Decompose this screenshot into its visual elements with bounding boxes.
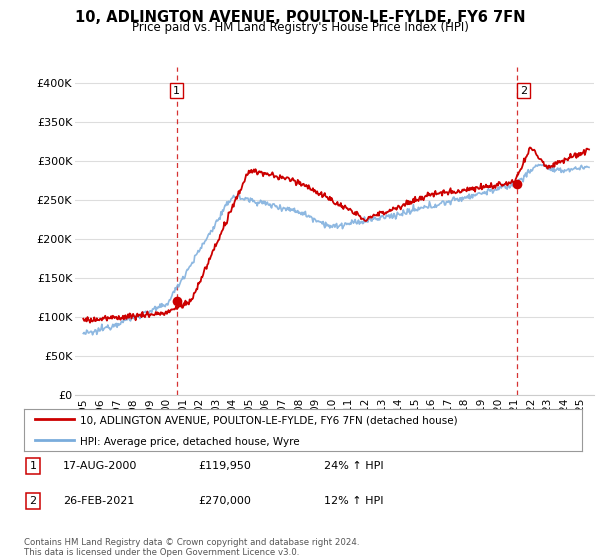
Text: 1: 1 <box>29 461 37 471</box>
Text: 2: 2 <box>29 496 37 506</box>
Text: 10, ADLINGTON AVENUE, POULTON-LE-FYLDE, FY6 7FN: 10, ADLINGTON AVENUE, POULTON-LE-FYLDE, … <box>75 10 525 25</box>
Text: 24% ↑ HPI: 24% ↑ HPI <box>324 461 383 471</box>
Text: 1: 1 <box>173 86 180 96</box>
Text: 17-AUG-2000: 17-AUG-2000 <box>63 461 137 471</box>
Text: 10, ADLINGTON AVENUE, POULTON-LE-FYLDE, FY6 7FN (detached house): 10, ADLINGTON AVENUE, POULTON-LE-FYLDE, … <box>80 416 457 426</box>
Text: £119,950: £119,950 <box>198 461 251 471</box>
Text: 26-FEB-2021: 26-FEB-2021 <box>63 496 134 506</box>
Text: 12% ↑ HPI: 12% ↑ HPI <box>324 496 383 506</box>
Text: Price paid vs. HM Land Registry's House Price Index (HPI): Price paid vs. HM Land Registry's House … <box>131 21 469 34</box>
Text: HPI: Average price, detached house, Wyre: HPI: Average price, detached house, Wyre <box>80 437 299 446</box>
Text: 2: 2 <box>520 86 527 96</box>
Text: £270,000: £270,000 <box>198 496 251 506</box>
Text: Contains HM Land Registry data © Crown copyright and database right 2024.
This d: Contains HM Land Registry data © Crown c… <box>24 538 359 557</box>
